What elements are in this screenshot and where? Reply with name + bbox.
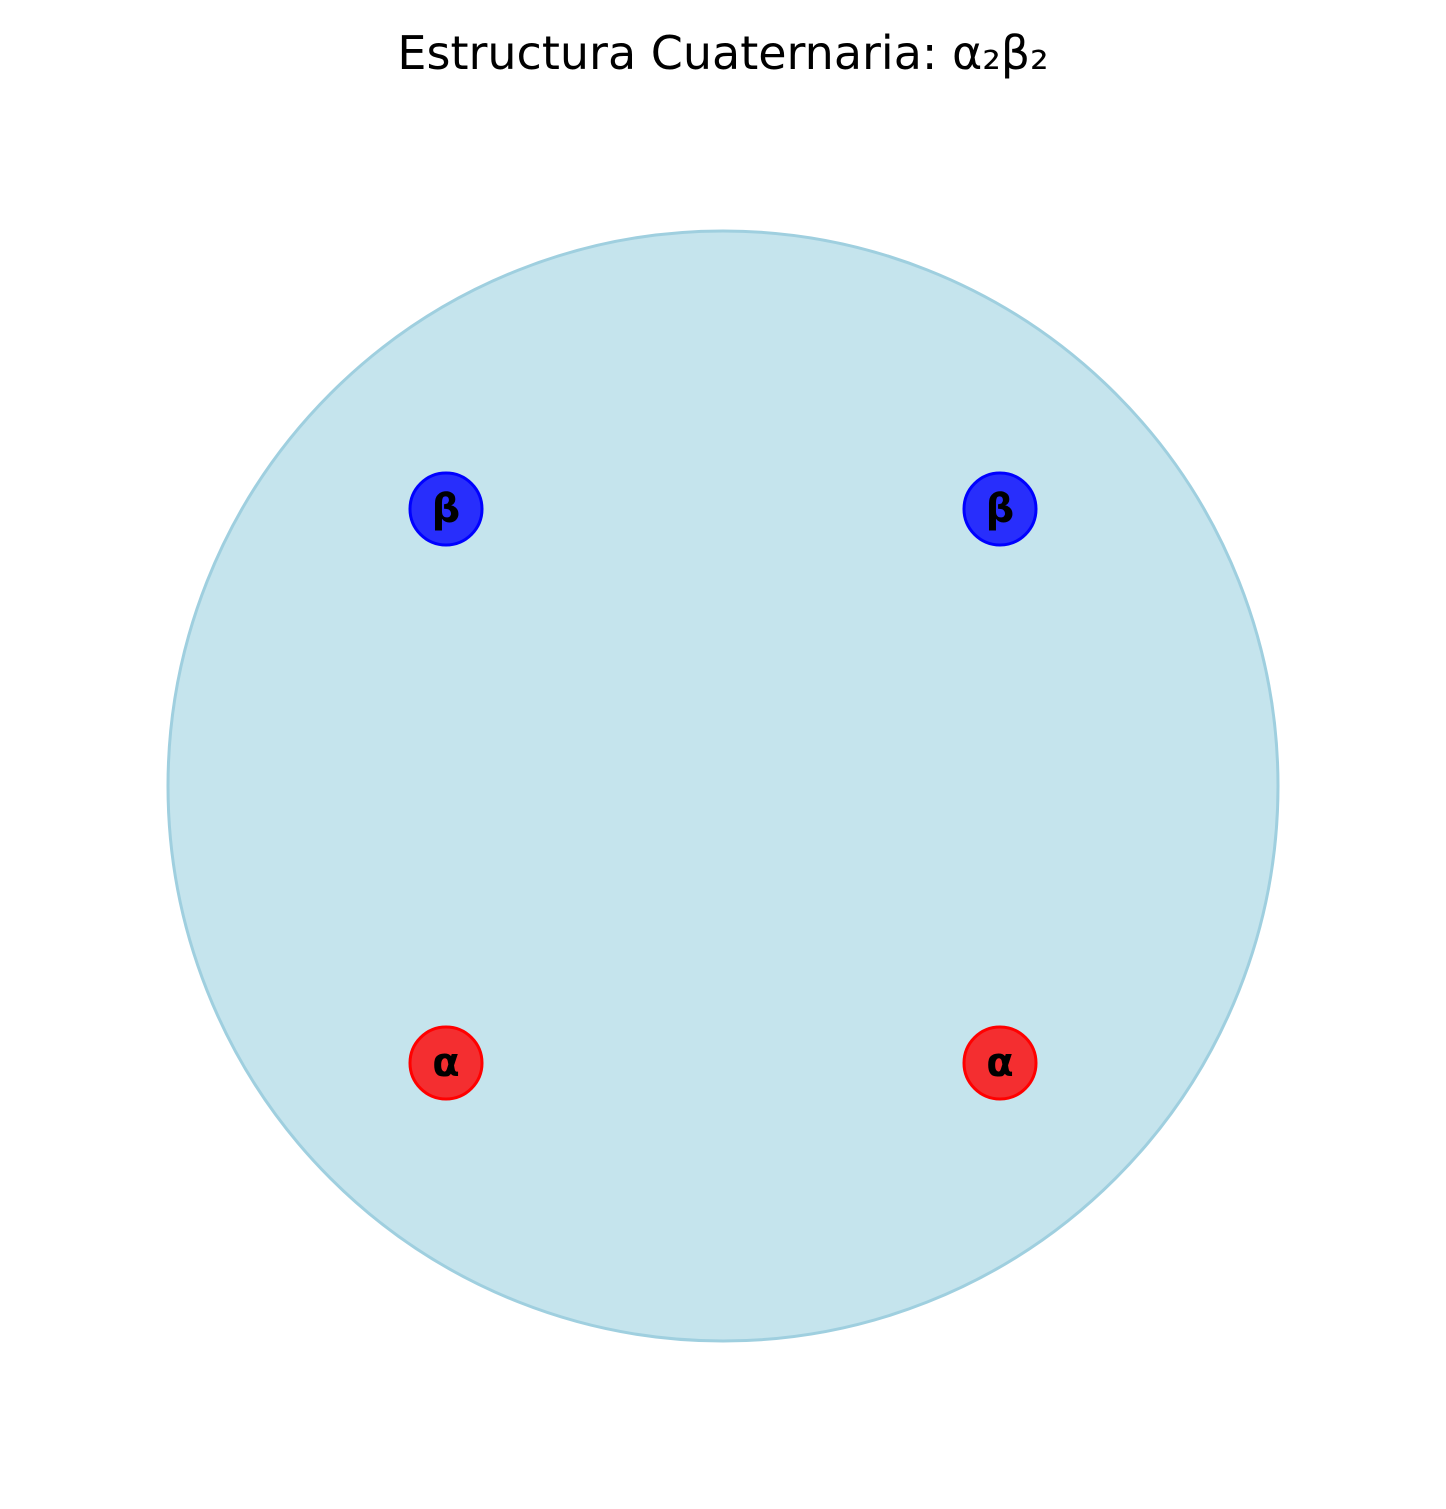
subunit-label-beta-top-right: β (986, 486, 1015, 532)
subunit-label-beta-top-left: β (432, 486, 461, 532)
subunit-circle-alpha-bottom-left (408, 1025, 484, 1101)
subunit-circle-beta-top-left (408, 471, 484, 547)
subunit-circle-beta-top-right (962, 471, 1038, 547)
protein-complex-circle (166, 229, 1280, 1343)
subunit: α (408, 1025, 484, 1101)
diagram-title: Estructura Cuaternaria: α₂β₂ (397, 26, 1049, 80)
subunit: β (962, 471, 1038, 547)
subunit-circle-alpha-bottom-right (962, 1025, 1038, 1101)
subunit: β (408, 471, 484, 547)
subunit: α (962, 1025, 1038, 1101)
subunit-label-alpha-bottom-left: α (432, 1040, 459, 1086)
subunit-label-alpha-bottom-right: α (986, 1040, 1013, 1086)
